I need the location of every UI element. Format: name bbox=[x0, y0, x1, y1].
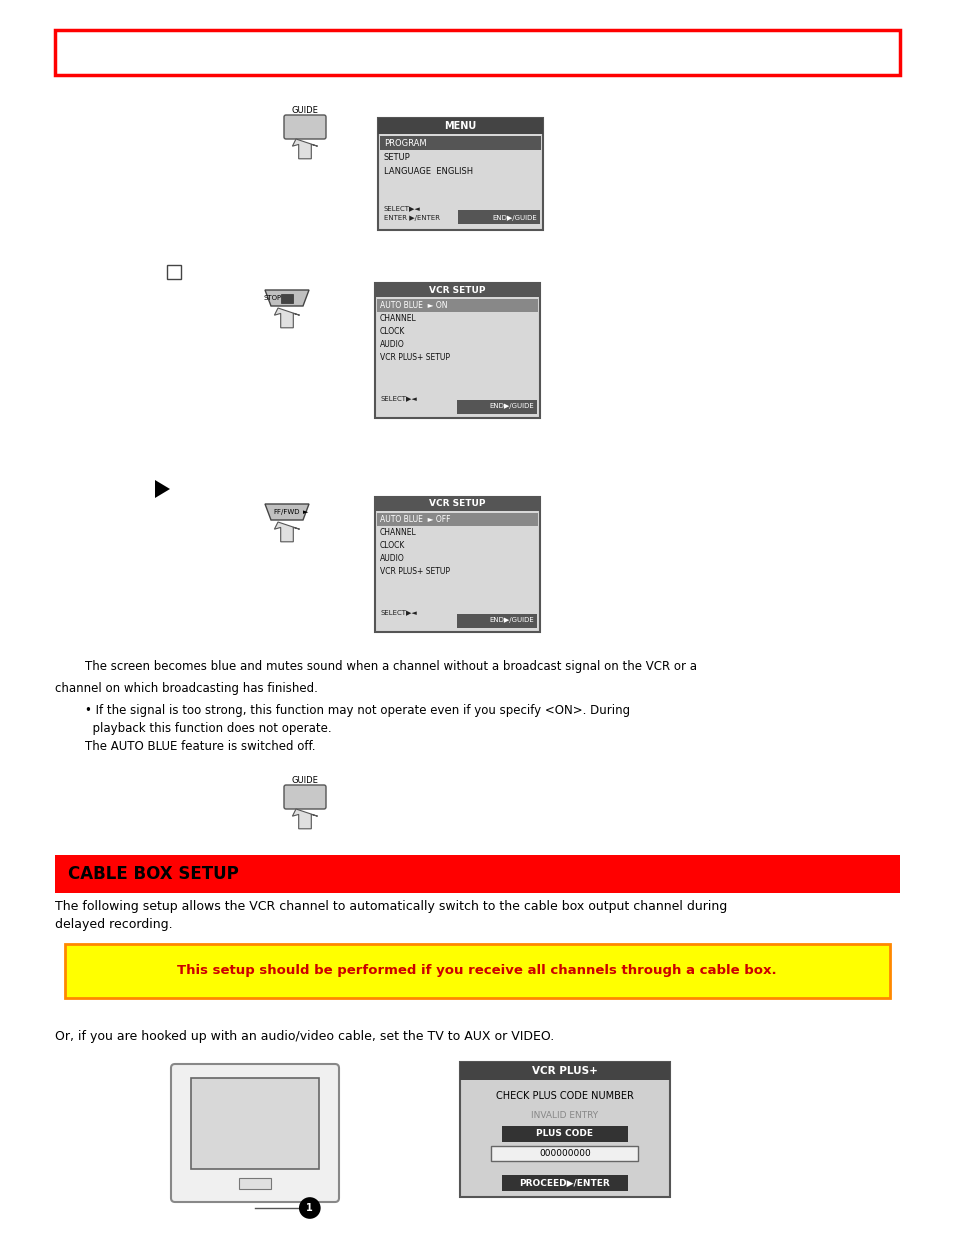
Circle shape bbox=[299, 1198, 319, 1218]
Text: AUDIO: AUDIO bbox=[379, 340, 404, 350]
Text: GUIDE: GUIDE bbox=[292, 106, 318, 115]
Text: SELECT▶◄: SELECT▶◄ bbox=[380, 395, 417, 401]
Polygon shape bbox=[154, 480, 170, 498]
Text: SELECT▶◄: SELECT▶◄ bbox=[384, 205, 420, 211]
Text: END▶/GUIDE: END▶/GUIDE bbox=[492, 215, 537, 221]
Bar bbox=[191, 1078, 318, 1170]
Bar bbox=[377, 119, 542, 135]
Text: CHANNEL: CHANNEL bbox=[379, 529, 416, 537]
Bar bbox=[375, 283, 539, 296]
Bar bbox=[501, 1174, 627, 1191]
Bar bbox=[239, 1178, 271, 1189]
Polygon shape bbox=[292, 809, 317, 829]
Text: The screen becomes blue and mutes sound when a channel without a broadcast signa: The screen becomes blue and mutes sound … bbox=[55, 659, 697, 673]
Bar bbox=[377, 119, 542, 230]
Text: PROGRAM: PROGRAM bbox=[384, 138, 426, 147]
Text: INVALID ENTRY: INVALID ENTRY bbox=[531, 1112, 598, 1120]
Text: CABLE BOX SETUP: CABLE BOX SETUP bbox=[68, 864, 238, 883]
Polygon shape bbox=[265, 504, 309, 520]
Text: VCR SETUP: VCR SETUP bbox=[429, 285, 485, 294]
Text: This setup should be performed if you receive all channels through a cable box.: This setup should be performed if you re… bbox=[177, 965, 776, 977]
Bar bbox=[281, 294, 293, 303]
Bar bbox=[459, 1062, 669, 1197]
Text: SETUP: SETUP bbox=[384, 152, 411, 162]
Bar bbox=[375, 496, 539, 511]
Text: delayed recording.: delayed recording. bbox=[55, 918, 172, 931]
Bar bbox=[376, 299, 537, 312]
Text: PLUS CODE: PLUS CODE bbox=[536, 1130, 593, 1139]
FancyBboxPatch shape bbox=[284, 115, 326, 140]
Text: ►: ► bbox=[303, 509, 308, 515]
Polygon shape bbox=[274, 308, 299, 327]
Bar bbox=[459, 1062, 669, 1079]
Bar bbox=[491, 1146, 638, 1161]
Text: CLOCK: CLOCK bbox=[379, 541, 405, 550]
Polygon shape bbox=[265, 290, 309, 306]
Text: LANGUAGE  ENGLISH: LANGUAGE ENGLISH bbox=[384, 167, 473, 175]
FancyBboxPatch shape bbox=[284, 785, 326, 809]
Text: SELECT▶◄: SELECT▶◄ bbox=[380, 609, 417, 615]
Text: The following setup allows the VCR channel to automatically switch to the cable : The following setup allows the VCR chann… bbox=[55, 900, 726, 913]
Text: AUTO BLUE  ► OFF: AUTO BLUE ► OFF bbox=[379, 515, 450, 524]
Polygon shape bbox=[292, 140, 317, 159]
Text: GUIDE: GUIDE bbox=[292, 776, 318, 785]
Text: VCR PLUS+ SETUP: VCR PLUS+ SETUP bbox=[379, 353, 450, 362]
Bar bbox=[379, 136, 540, 149]
Text: CLOCK: CLOCK bbox=[379, 327, 405, 336]
Text: 1: 1 bbox=[306, 1203, 313, 1213]
Text: 000000000: 000000000 bbox=[538, 1149, 590, 1158]
Text: AUDIO: AUDIO bbox=[379, 555, 404, 563]
Text: Or, if you are hooked up with an audio/video cable, set the TV to AUX or VIDEO.: Or, if you are hooked up with an audio/v… bbox=[55, 1030, 554, 1044]
Bar bbox=[375, 496, 539, 632]
Text: VCR SETUP: VCR SETUP bbox=[429, 499, 485, 509]
FancyBboxPatch shape bbox=[171, 1065, 338, 1202]
Text: CHECK PLUS CODE NUMBER: CHECK PLUS CODE NUMBER bbox=[496, 1091, 634, 1100]
Text: CHANNEL: CHANNEL bbox=[379, 314, 416, 324]
Text: VCR PLUS+ SETUP: VCR PLUS+ SETUP bbox=[379, 567, 450, 576]
Bar bbox=[55, 30, 899, 75]
Text: ENTER ▶/ENTER: ENTER ▶/ENTER bbox=[384, 215, 439, 221]
Text: FF/FWD: FF/FWD bbox=[274, 509, 300, 515]
Polygon shape bbox=[274, 522, 299, 542]
Text: PROCEED▶/ENTER: PROCEED▶/ENTER bbox=[519, 1178, 610, 1188]
Bar bbox=[375, 283, 539, 417]
Text: AUTO BLUE  ► ON: AUTO BLUE ► ON bbox=[379, 301, 447, 310]
Bar bbox=[456, 614, 537, 629]
Bar bbox=[501, 1126, 627, 1142]
Bar bbox=[167, 266, 181, 279]
Text: VCR PLUS+: VCR PLUS+ bbox=[532, 1066, 598, 1076]
Bar bbox=[65, 944, 889, 998]
Text: END▶/GUIDE: END▶/GUIDE bbox=[489, 618, 534, 622]
Bar bbox=[55, 855, 899, 893]
Text: END▶/GUIDE: END▶/GUIDE bbox=[489, 403, 534, 409]
Text: MENU: MENU bbox=[444, 121, 476, 131]
Text: channel on which broadcasting has finished.: channel on which broadcasting has finish… bbox=[55, 682, 317, 695]
Bar bbox=[457, 210, 539, 224]
Bar bbox=[376, 513, 537, 526]
Text: playback this function does not operate.: playback this function does not operate. bbox=[55, 722, 332, 735]
Text: The AUTO BLUE feature is switched off.: The AUTO BLUE feature is switched off. bbox=[55, 740, 315, 753]
Bar bbox=[456, 400, 537, 414]
Text: • If the signal is too strong, this function may not operate even if you specify: • If the signal is too strong, this func… bbox=[55, 704, 630, 718]
Text: STOP: STOP bbox=[264, 295, 282, 301]
